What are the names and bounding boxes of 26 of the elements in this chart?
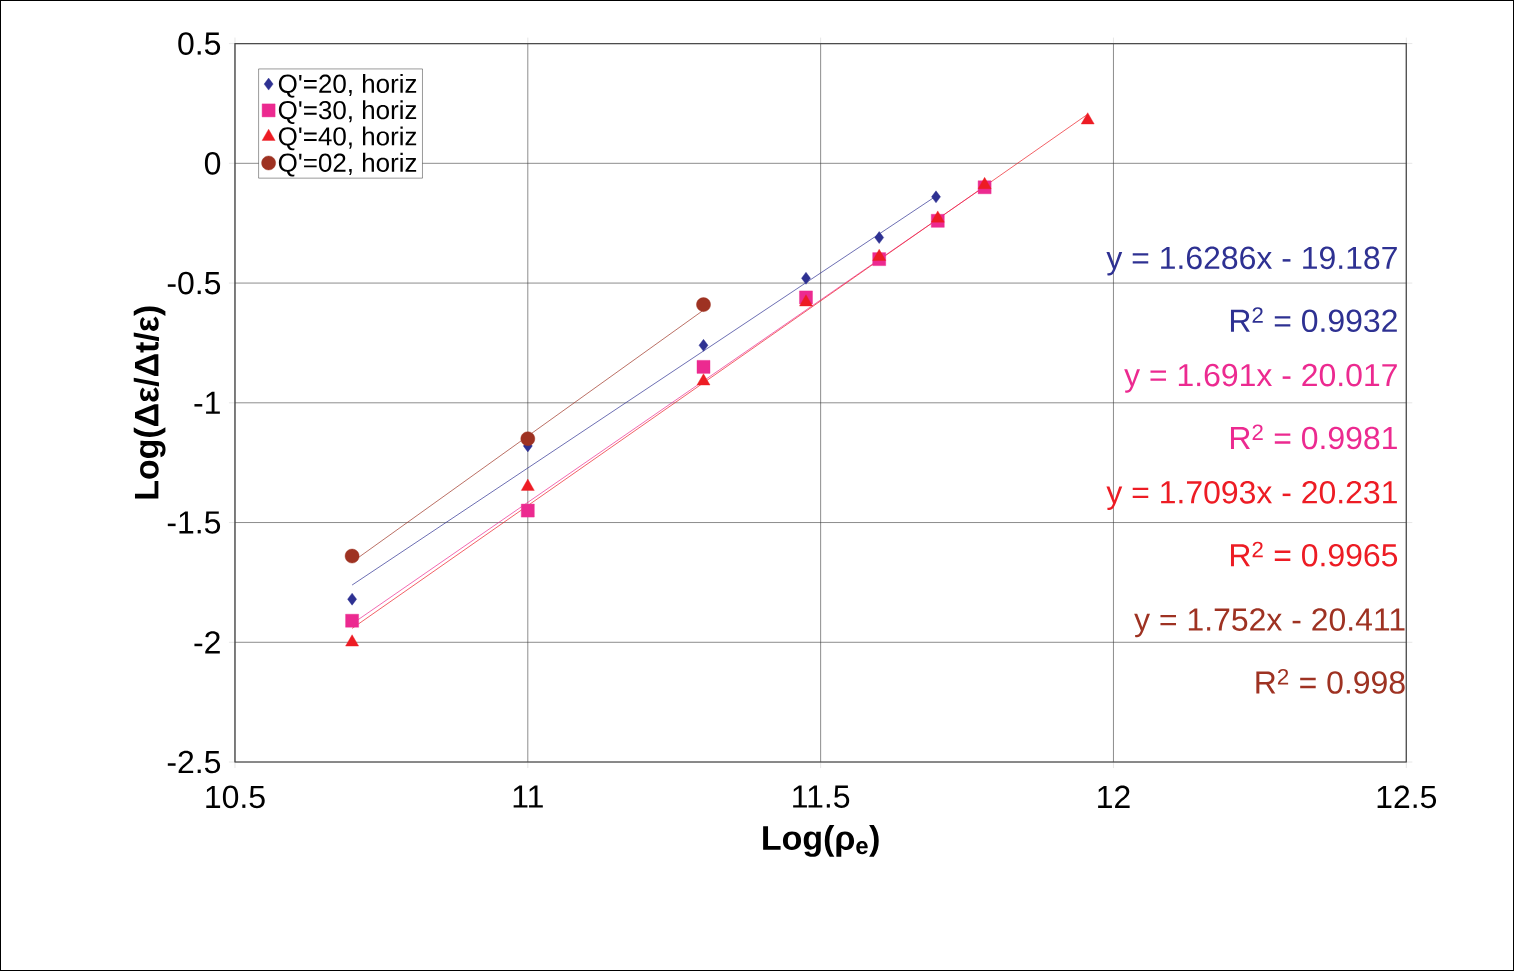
y-tick-label: 0 (204, 152, 221, 175)
y-axis-title: Log(Δε/Δt/ε) (133, 306, 166, 499)
annotation: R$^{2}$ = 0.9981 (1230, 424, 1397, 450)
legend-label: Q'=20, horiz (278, 73, 417, 98)
legend-label: Q'=02, horiz (278, 152, 417, 177)
y-tick-label: 0.5 (178, 32, 221, 55)
y-tick-label: -2 (194, 631, 220, 654)
y-tick-label: -1.5 (167, 511, 221, 534)
x-tick-label: 11.5 (793, 785, 850, 808)
legend-label: Q'=30, horiz (278, 100, 417, 124)
x-tick-label: 10.5 (206, 785, 265, 809)
x-tick-label: 11 (513, 785, 543, 808)
annotation: y = 1.752x - 20.411 (1134, 608, 1405, 638)
annotation: R$^{2}$ = 0.9932 (1230, 307, 1397, 333)
x-axis-title: Log(ρ$_{e}$) (763, 825, 879, 857)
x-tick-label: 12 (1098, 785, 1130, 808)
annotation: R$^{2}$ = 0.9965 (1230, 541, 1398, 567)
annotation: y = 1.7093x - 20.231 (1106, 481, 1397, 510)
y-tick-label: -0.5 (167, 271, 221, 295)
y-tick-label: -1 (194, 391, 220, 414)
y-tick-label: -2.5 (167, 750, 221, 774)
annotation: R$^{2}$ = 0.998 (1256, 668, 1405, 694)
x-tick-label: 12.5 (1377, 785, 1437, 809)
annotation: y = 1.691x - 20.017 (1124, 363, 1397, 393)
annotation: y = 1.6286x - 19.187 (1106, 246, 1397, 276)
legend-label: Q'=40, horiz (278, 126, 417, 151)
